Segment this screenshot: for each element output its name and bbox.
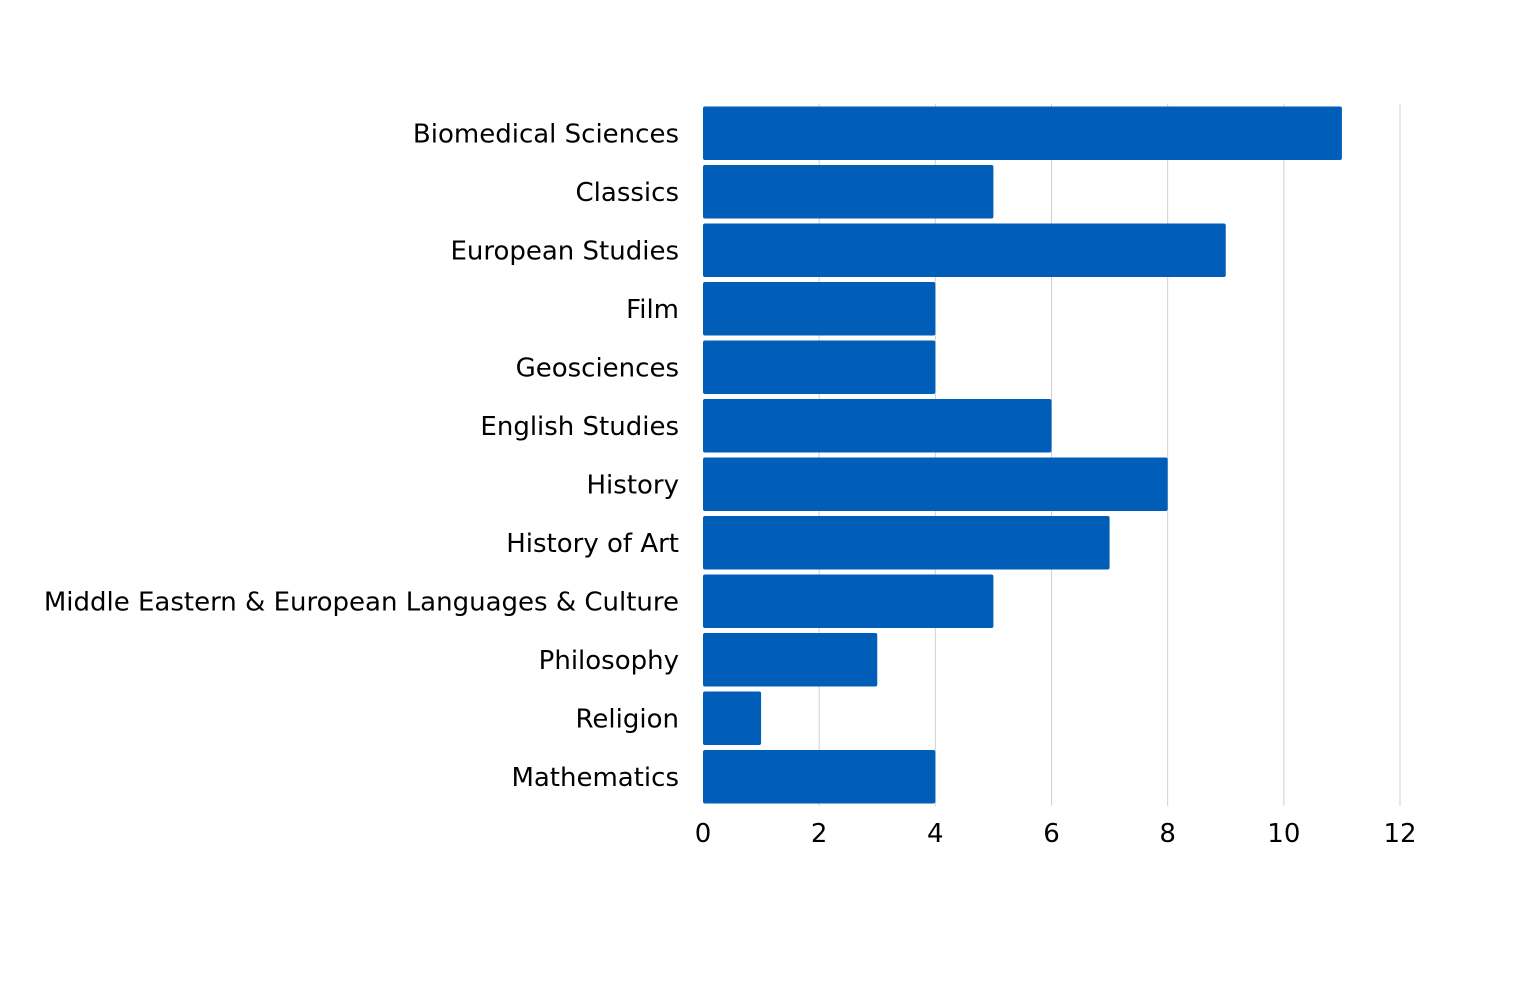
- x-axis-tick-labels: 0 2 4 6 8 10 12: [695, 819, 1417, 849]
- x-tick-label-6: 6: [1043, 819, 1060, 849]
- bar-geosciences: [703, 340, 936, 394]
- x-tick-label-12: 12: [1383, 819, 1416, 849]
- bar-film: [703, 282, 936, 336]
- category-label-history: History: [587, 470, 680, 500]
- bar-philosophy: [703, 633, 878, 687]
- x-tick-label-2: 2: [811, 819, 828, 849]
- category-label-religion: Religion: [576, 704, 679, 734]
- bar-history-of-art: [703, 516, 1110, 570]
- bar-history: [703, 457, 1168, 511]
- bar-middle-eastern-and-european-languages-and-culture: [703, 574, 994, 628]
- bar-biomedical-sciences: [703, 106, 1342, 160]
- x-tick-label-10: 10: [1267, 819, 1300, 849]
- category-label-mathematics: Mathematics: [511, 763, 679, 793]
- grid-lines: [818, 104, 1401, 806]
- category-label-philosophy: Philosophy: [539, 646, 679, 676]
- category-label-history-of-art: History of Art: [506, 529, 679, 559]
- category-label-film: Film: [626, 295, 679, 325]
- category-label-geosciences: Geosciences: [516, 353, 679, 383]
- x-tick-label-4: 4: [927, 819, 944, 849]
- bar-religion: [703, 691, 762, 745]
- bar-european-studies: [703, 223, 1226, 277]
- bar-mathematics: [703, 750, 936, 804]
- bar-english-studies: [703, 399, 1052, 453]
- category-label-middle-eastern-and-european-languages-and-culture: Middle Eastern & European Languages & Cu…: [44, 587, 679, 617]
- category-label-english-studies: English Studies: [480, 412, 679, 442]
- bars: [703, 106, 1342, 804]
- x-tick-label-0: 0: [695, 819, 712, 849]
- category-labels: Biomedical Sciences Classics European Stud…: [44, 119, 679, 793]
- x-tick-label-8: 8: [1159, 819, 1176, 849]
- category-label-classics: Classics: [576, 178, 679, 208]
- bar-classics: [703, 165, 994, 219]
- category-label-biomedical-sciences: Biomedical Sciences: [413, 119, 679, 149]
- category-label-european-studies: European Studies: [450, 236, 679, 266]
